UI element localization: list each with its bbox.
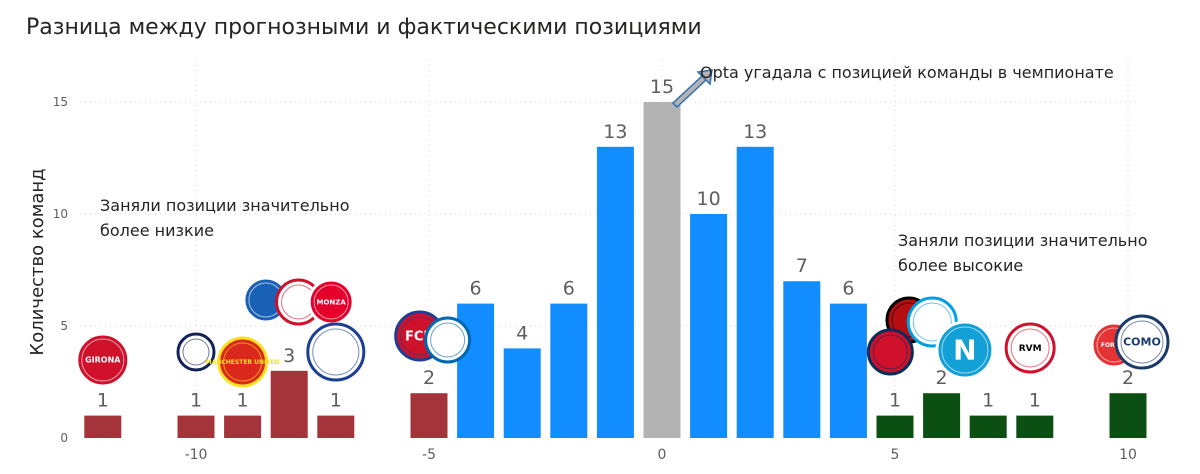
chart-title: Разница между прогнозными и фактическими… bbox=[26, 15, 702, 40]
tottenham-logo-icon bbox=[176, 332, 216, 372]
data-label: 1 bbox=[1029, 390, 1041, 412]
svg-text:MANCHESTER UNITED: MANCHESTER UNITED bbox=[206, 359, 280, 366]
x-tick-label: 0 bbox=[658, 447, 667, 463]
data-label: 13 bbox=[743, 121, 767, 143]
osasuna-logo-icon bbox=[866, 328, 914, 376]
bar bbox=[643, 102, 681, 438]
bar bbox=[410, 393, 448, 438]
montpellier-logo-icon bbox=[306, 322, 366, 382]
monza-logo-icon: MONZA bbox=[307, 278, 355, 326]
x-tick-label: 10 bbox=[1119, 447, 1137, 463]
y-axis-ticks: 0 5 10 15 bbox=[53, 95, 68, 445]
napoli-logo-icon: N bbox=[935, 320, 995, 380]
bar bbox=[829, 303, 867, 438]
bar bbox=[270, 370, 308, 438]
bar bbox=[84, 415, 122, 438]
bar bbox=[1016, 415, 1054, 438]
data-label: 1 bbox=[889, 390, 901, 412]
y-tick-label: 5 bbox=[60, 319, 68, 333]
svg-text:GIRONA: GIRONA bbox=[85, 356, 121, 365]
bar bbox=[736, 146, 774, 439]
bar bbox=[876, 415, 914, 438]
annotation-higher: Заняли позиции значительно более высокие bbox=[898, 231, 1147, 275]
bar bbox=[550, 303, 588, 438]
arrow-icon bbox=[671, 69, 713, 109]
bar bbox=[177, 415, 215, 438]
data-label: 1 bbox=[97, 390, 109, 412]
x-tick-label: 5 bbox=[891, 447, 900, 463]
bar bbox=[690, 214, 728, 438]
bar bbox=[969, 415, 1007, 438]
y-tick-label: 15 bbox=[53, 95, 68, 109]
data-label: 1 bbox=[190, 390, 202, 412]
data-label: 1 bbox=[330, 390, 342, 412]
svg-text:RVM: RVM bbox=[1019, 344, 1042, 354]
bar bbox=[783, 281, 821, 438]
y-tick-label: 0 bbox=[60, 431, 68, 445]
data-label: 6 bbox=[563, 278, 575, 300]
x-tick-label: -5 bbox=[422, 447, 436, 463]
svg-text:MONZA: MONZA bbox=[316, 298, 346, 306]
bar bbox=[317, 415, 355, 438]
x-tick-label: -10 bbox=[185, 447, 208, 463]
y-axis-label: Количество команд bbox=[27, 168, 48, 355]
annotation-lower: Заняли позиции значительно более низкие bbox=[100, 196, 349, 240]
data-label: 2 bbox=[1122, 367, 1134, 389]
real-sociedad-logo-icon bbox=[424, 316, 472, 364]
bar bbox=[224, 415, 262, 438]
data-label: 7 bbox=[796, 255, 808, 277]
data-label: 3 bbox=[283, 345, 295, 367]
data-label: 2 bbox=[936, 367, 948, 389]
data-label: 13 bbox=[603, 121, 627, 143]
sevilla-logo-icon bbox=[275, 278, 323, 326]
data-label: 1 bbox=[237, 390, 249, 412]
svg-text:COMO: COMO bbox=[1123, 336, 1161, 349]
rayo-vallecano-logo-icon: RVM bbox=[1004, 322, 1056, 374]
bar bbox=[1109, 393, 1147, 438]
x-axis-ticks: -10 -5 0 5 10 bbox=[185, 447, 1137, 463]
annotation-opta: Opta угадала с позицией команды в чемпио… bbox=[700, 63, 1114, 82]
annotation-arrow bbox=[671, 69, 713, 109]
man-united-logo-icon: MANCHESTER UNITED bbox=[206, 336, 280, 388]
data-label: 6 bbox=[842, 278, 854, 300]
girona-logo-icon: GIRONA bbox=[75, 332, 131, 388]
data-label: 1 bbox=[982, 390, 994, 412]
data-label: 2 bbox=[423, 367, 435, 389]
bar bbox=[503, 348, 541, 438]
bars bbox=[84, 102, 1147, 439]
data-label: 10 bbox=[697, 188, 721, 210]
data-label: 6 bbox=[470, 278, 482, 300]
bar bbox=[923, 393, 961, 438]
data-label: 15 bbox=[650, 76, 674, 98]
como-logo-icon: COMO bbox=[1114, 314, 1170, 370]
bar bbox=[596, 146, 634, 439]
data-label: 4 bbox=[516, 322, 528, 344]
svg-text:FOREST: FOREST bbox=[1101, 342, 1128, 349]
svg-text:N: N bbox=[953, 333, 976, 366]
y-tick-label: 10 bbox=[53, 207, 68, 221]
